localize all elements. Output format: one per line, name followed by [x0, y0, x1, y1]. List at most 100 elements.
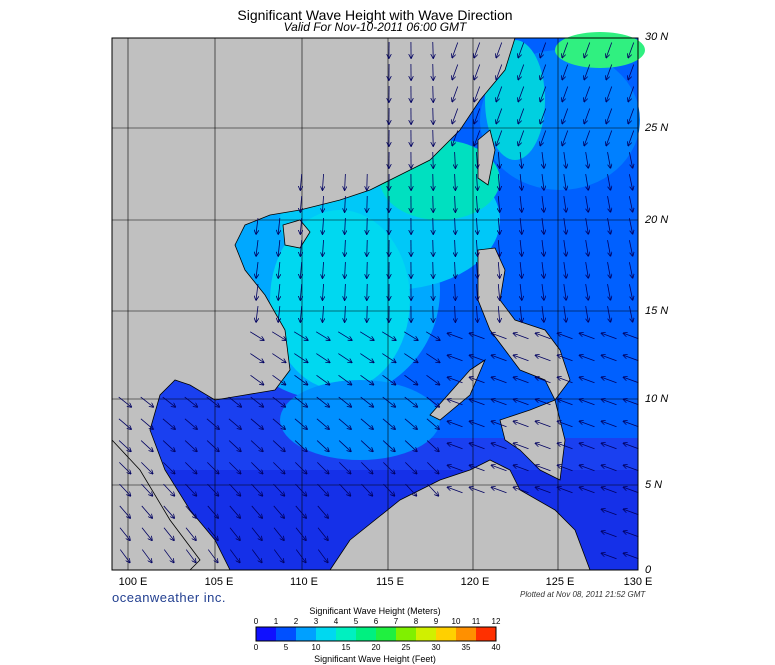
direction-arrow	[606, 86, 613, 101]
direction-arrow	[273, 483, 285, 496]
direction-arrow	[207, 549, 217, 563]
direction-arrow	[251, 483, 263, 496]
direction-arrow	[496, 86, 503, 101]
colorbar-swatch	[296, 627, 317, 641]
direction-arrow	[229, 462, 240, 473]
direction-arrow	[498, 151, 499, 168]
direction-arrow	[564, 262, 566, 278]
map-title: Significant Wave Height with Wave Direct…	[237, 7, 513, 23]
direction-arrow	[316, 353, 329, 363]
direction-arrow	[294, 418, 307, 429]
direction-arrow	[469, 443, 485, 450]
direction-arrow	[140, 396, 154, 407]
direction-arrow	[278, 306, 280, 322]
direction-arrow	[317, 549, 327, 563]
direction-arrow	[564, 152, 566, 168]
direction-arrow	[542, 152, 544, 168]
direction-arrow	[579, 443, 595, 450]
direction-arrow	[447, 421, 463, 428]
map-frame	[111, 37, 639, 571]
direction-arrow	[579, 355, 595, 362]
direction-arrow	[322, 195, 323, 212]
direction-arrow	[272, 418, 285, 429]
direction-arrow	[623, 377, 639, 384]
direction-arrow	[535, 333, 551, 340]
direction-arrow	[476, 217, 477, 234]
direction-arrow	[564, 240, 566, 256]
lat-label-20: 20 N	[645, 214, 669, 226]
colorbar-swatch	[416, 627, 437, 641]
lat-label-30: 30 N	[645, 31, 669, 43]
direction-arrow	[315, 331, 330, 340]
direction-arrow	[498, 261, 499, 278]
direction-arrow	[623, 531, 639, 538]
direction-arrow	[607, 306, 611, 322]
direction-arrow	[426, 440, 439, 452]
direction-arrow	[518, 86, 525, 101]
direction-arrow	[623, 355, 639, 362]
direction-arrow	[469, 377, 485, 384]
direction-arrow	[118, 396, 132, 407]
direction-arrow	[455, 195, 456, 212]
direction-arrow	[405, 462, 416, 473]
direction-arrow	[338, 374, 352, 384]
direction-arrow	[229, 505, 240, 518]
direction-arrow	[586, 262, 589, 278]
direction-arrow	[474, 130, 481, 145]
direction-arrow	[447, 465, 463, 472]
direction-arrow	[491, 355, 507, 362]
direction-arrow	[498, 195, 499, 212]
direction-arrow	[256, 240, 258, 256]
direction-arrow	[513, 355, 529, 362]
direction-arrow	[623, 487, 639, 494]
direction-arrow	[250, 374, 264, 384]
direction-arrow	[586, 196, 589, 212]
direction-arrow	[447, 355, 463, 362]
direction-arrow	[427, 483, 439, 496]
direction-arrow	[228, 440, 241, 452]
direction-arrow	[185, 549, 195, 563]
colorbar-swatch	[356, 627, 377, 641]
direction-arrow	[469, 421, 485, 428]
direction-arrow	[300, 239, 301, 256]
direction-arrow	[162, 396, 176, 407]
direction-arrow	[586, 240, 589, 256]
direction-arrow	[518, 130, 525, 145]
plotted-timestamp: Plotted at Nov 08, 2011 21:52 GMT	[520, 590, 646, 599]
lon-label-130: 130 E	[623, 576, 653, 588]
direction-arrow	[338, 440, 351, 452]
direction-arrow	[564, 218, 566, 234]
colorbar-title-feet: Significant Wave Height (Feet)	[314, 654, 436, 664]
direction-arrow	[118, 440, 131, 452]
direction-arrow	[163, 505, 174, 518]
direction-arrow	[345, 283, 346, 300]
direction-arrow	[271, 331, 286, 340]
colorbar-title-meters: Significant Wave Height (Meters)	[309, 606, 441, 616]
direction-arrow	[141, 505, 152, 518]
direction-arrow	[426, 396, 440, 407]
direction-arrow	[184, 396, 198, 407]
colorbar-meter-tick: 10	[451, 617, 461, 626]
direction-arrow	[535, 377, 551, 384]
direction-arrow	[360, 418, 373, 429]
direction-arrow	[564, 174, 566, 190]
direction-arrow	[607, 218, 611, 234]
direction-arrow	[322, 305, 323, 322]
direction-arrow	[119, 549, 129, 563]
direction-arrow	[294, 440, 307, 452]
direction-arrow	[496, 108, 503, 123]
lat-label-0: 0	[645, 564, 652, 576]
direction-arrow	[345, 261, 346, 278]
colorbar-meter-tick: 1	[273, 617, 279, 626]
direction-arrow	[607, 240, 611, 256]
direction-arrow	[623, 553, 639, 560]
direction-arrow	[601, 465, 617, 472]
direction-arrow	[629, 284, 632, 300]
direction-arrow	[272, 440, 285, 452]
direction-arrow	[476, 173, 477, 190]
direction-arrow	[452, 86, 459, 101]
direction-arrow	[184, 418, 197, 429]
direction-arrow	[513, 333, 529, 340]
direction-arrow	[293, 331, 308, 340]
colorbar-swatch	[316, 627, 337, 641]
